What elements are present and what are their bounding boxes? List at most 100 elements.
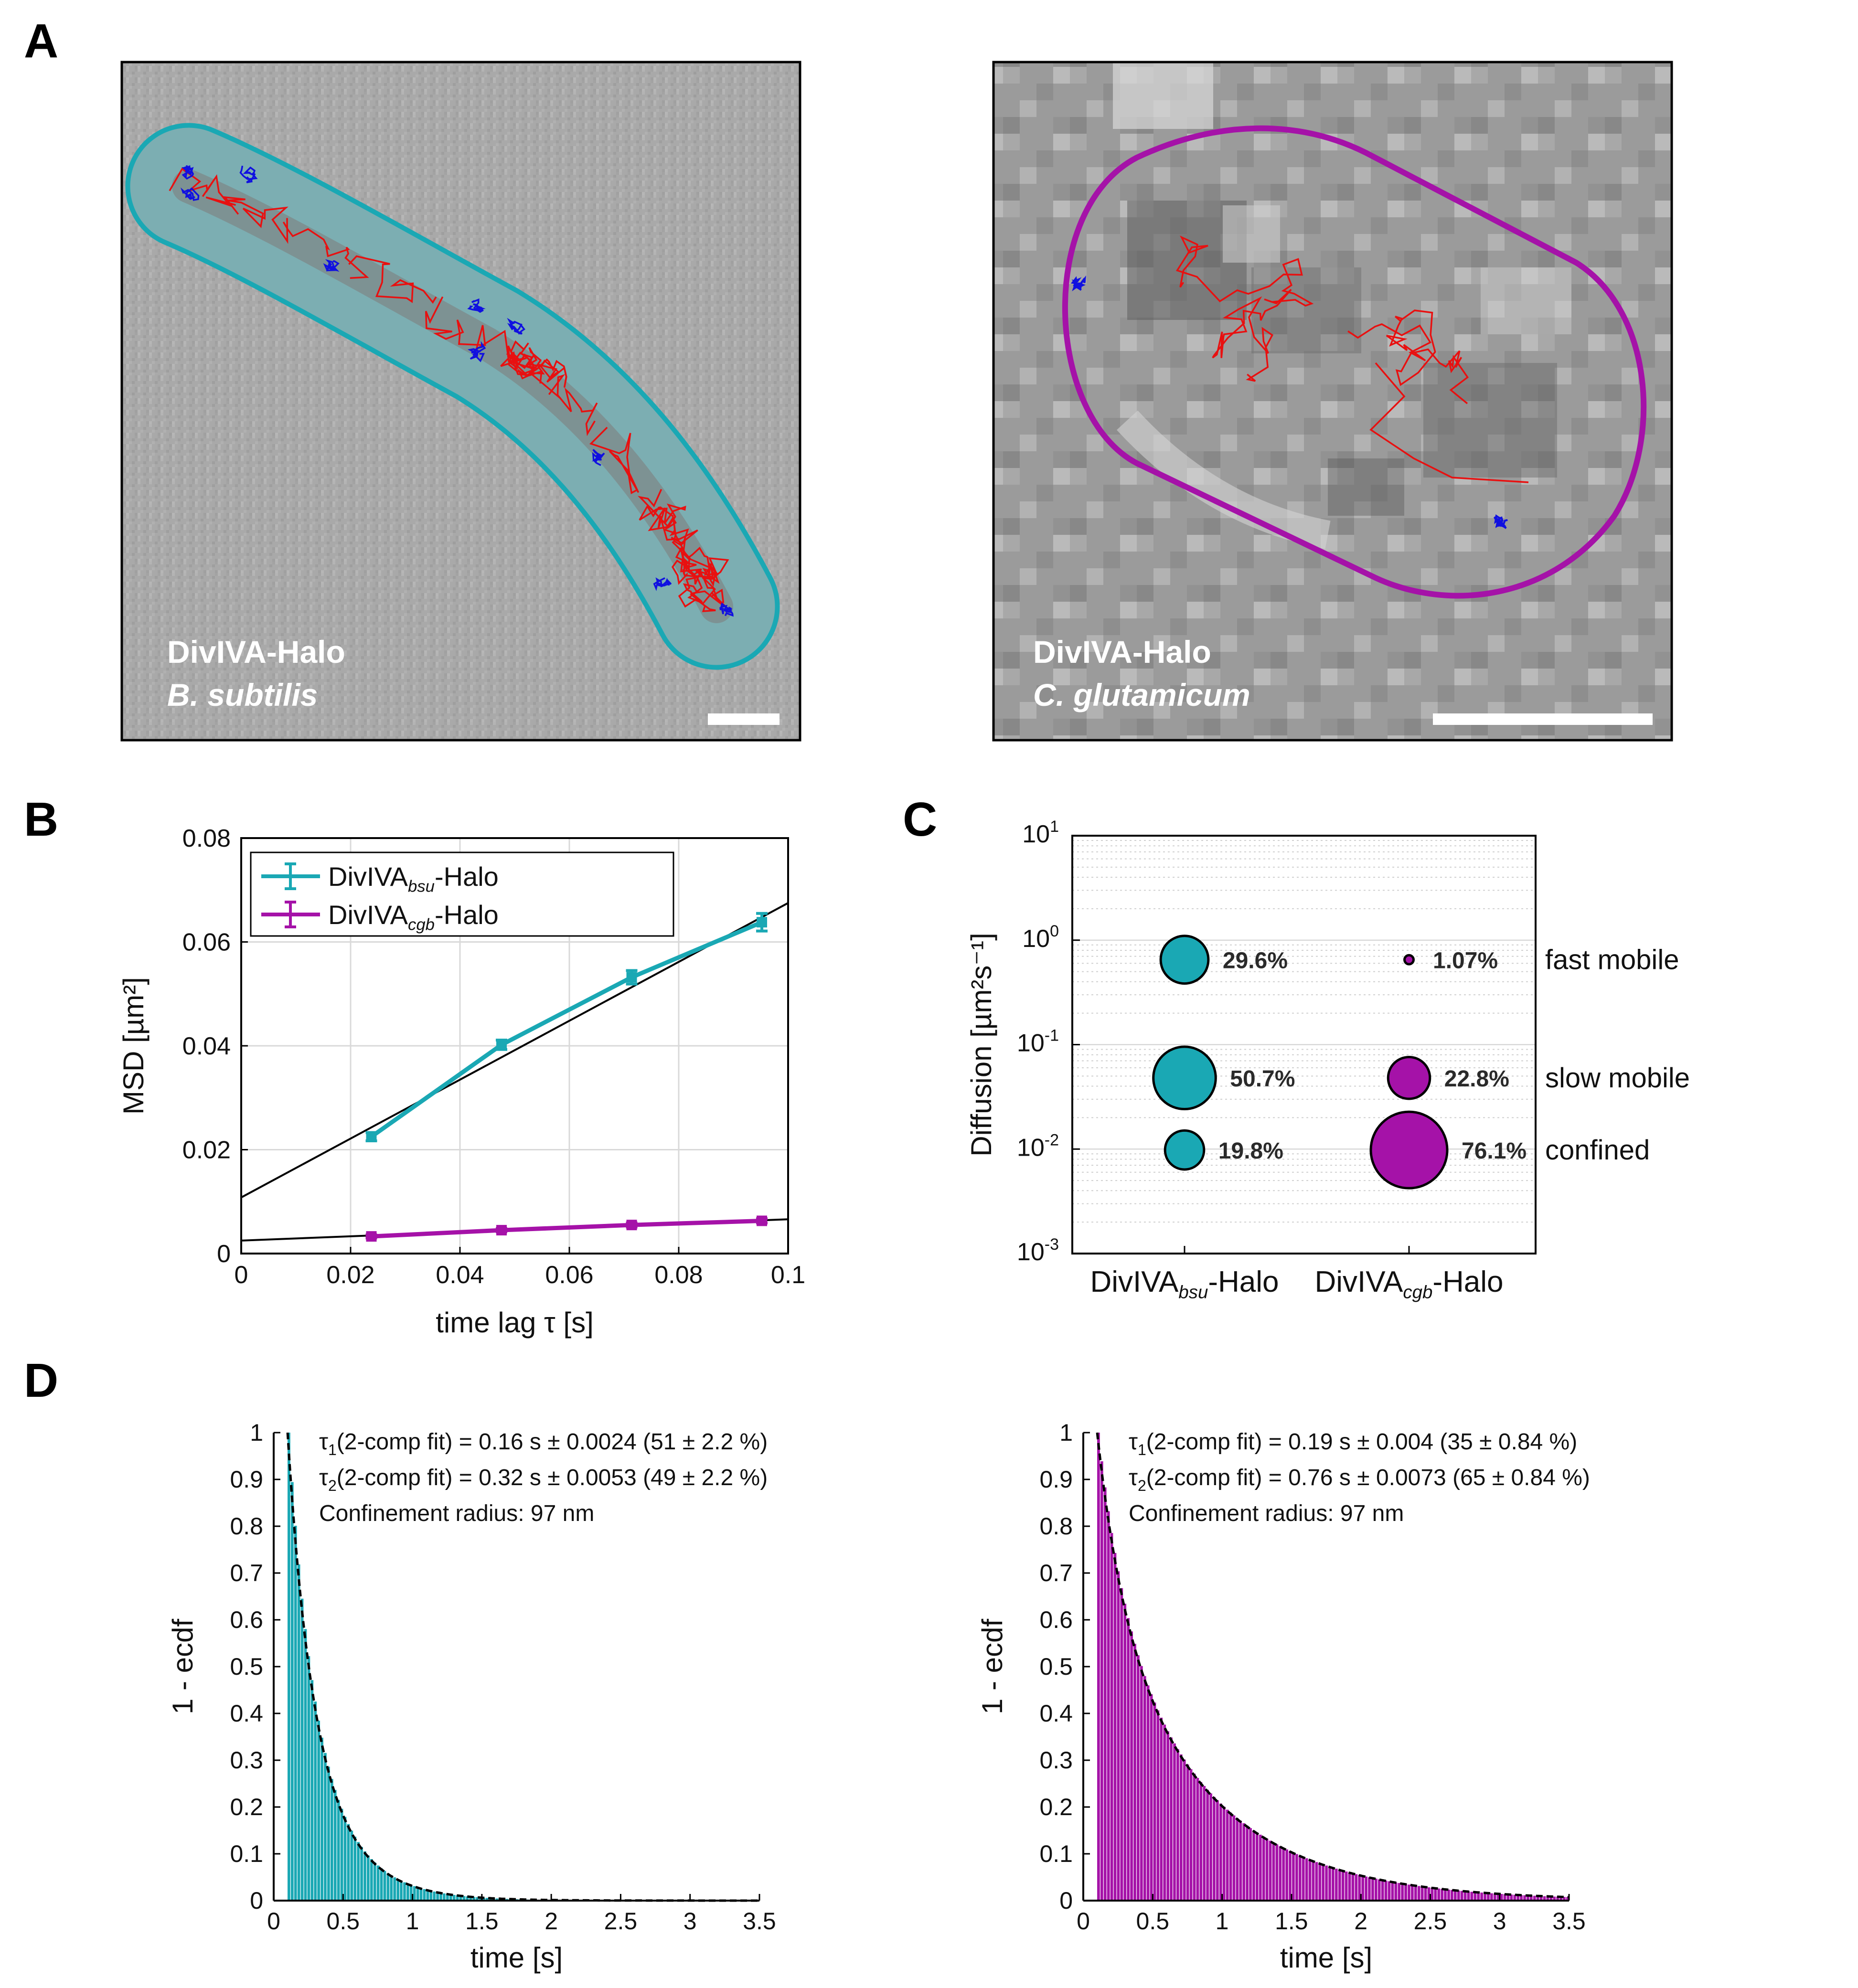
histogram-bar bbox=[327, 1766, 330, 1901]
series-line bbox=[371, 1218, 762, 1239]
track-mobile bbox=[1175, 235, 1314, 382]
x-tick-label: 0 bbox=[267, 1908, 280, 1935]
histogram-bar bbox=[1189, 1769, 1193, 1901]
micrograph-cglutamicum: DivIVA-Halo C. glutamicum bbox=[992, 61, 1673, 742]
micrograph-bsubtilis: DivIVA-Halo B. subtilis bbox=[120, 61, 801, 742]
track-mobile bbox=[1347, 309, 1469, 404]
track-mobile bbox=[639, 503, 689, 553]
bubble bbox=[1159, 935, 1210, 985]
tick-base: 10 bbox=[1017, 1134, 1045, 1161]
histogram-bar bbox=[320, 1737, 323, 1901]
histogram-bar bbox=[423, 1889, 426, 1901]
data-point bbox=[626, 1220, 637, 1231]
bubble bbox=[1369, 1110, 1449, 1190]
y-tick-label: 101 bbox=[1022, 818, 1059, 848]
histogram-bar bbox=[495, 1898, 499, 1901]
x-tick-label: 0.06 bbox=[545, 1261, 593, 1289]
series-line bbox=[370, 920, 763, 1138]
x-tick-label: 3.5 bbox=[1552, 1908, 1586, 1935]
y-axis-title: Diffusion [µm²s⁻¹] bbox=[965, 933, 997, 1157]
histogram-bar bbox=[1292, 1852, 1295, 1901]
histogram-bar bbox=[1305, 1858, 1308, 1901]
histogram-bar bbox=[1246, 1826, 1249, 1901]
scale-bar bbox=[1433, 713, 1653, 725]
y-tick-label: 0 bbox=[1059, 1887, 1073, 1914]
protein-label-bsubtilis: DivIVA-Halo bbox=[167, 634, 345, 670]
histogram-bar bbox=[1484, 1892, 1486, 1901]
histogram-bar bbox=[1312, 1860, 1315, 1901]
histogram-bar bbox=[1549, 1896, 1553, 1901]
histogram-bar bbox=[1431, 1888, 1434, 1901]
histogram-bar bbox=[429, 1891, 433, 1901]
histogram-bar bbox=[294, 1525, 297, 1901]
y-axis-title: MSD [µm²] bbox=[117, 977, 149, 1115]
x-tick-label: 2.5 bbox=[1414, 1908, 1447, 1935]
histogram-bar bbox=[304, 1629, 307, 1901]
y-tick-label: 0.1 bbox=[1039, 1840, 1073, 1867]
histogram-bar bbox=[324, 1753, 327, 1901]
x-category-label: DivIVAcgb-Halo bbox=[1314, 1265, 1503, 1303]
track-mobile bbox=[506, 340, 542, 377]
y-tick-label: 10-1 bbox=[1017, 1027, 1059, 1057]
y-tick-label: 10-3 bbox=[1017, 1235, 1059, 1266]
y-tick-label: 100 bbox=[1022, 922, 1059, 953]
histogram-bar bbox=[1444, 1889, 1447, 1901]
histogram-bar bbox=[1543, 1896, 1546, 1901]
histogram-bar bbox=[1179, 1754, 1183, 1901]
histogram-bar bbox=[476, 1897, 479, 1901]
histogram-bar bbox=[452, 1895, 456, 1901]
histogram-bar bbox=[1556, 1896, 1559, 1901]
x-tick-label: 2.5 bbox=[604, 1908, 638, 1935]
fit-annotation: τ1(2-comp fit) = 0.19 s ± 0.004 (35 ± 0.… bbox=[1129, 1429, 1577, 1458]
histogram-bar bbox=[1298, 1855, 1302, 1901]
histogram-bar bbox=[1173, 1743, 1176, 1901]
histogram-bar bbox=[1404, 1884, 1407, 1901]
label-suffix: -Halo bbox=[1208, 1265, 1279, 1298]
histogram-bar bbox=[1365, 1876, 1367, 1901]
histogram-bar bbox=[446, 1894, 449, 1901]
y-tick-label: 0.02 bbox=[182, 1137, 231, 1164]
histogram-bar bbox=[1434, 1888, 1437, 1901]
histogram-bar bbox=[330, 1779, 333, 1901]
histogram-bar bbox=[1256, 1832, 1259, 1901]
y-tick-label: 0 bbox=[217, 1240, 231, 1268]
dwell-time-chart-cgb: 0 0.5 1 1.5 2 2.5 3 3.5 0 0.1 0.2 0.3 0.4 0.5 0.6 0.7 0.… bbox=[976, 1419, 1590, 1974]
histogram-bar bbox=[1506, 1894, 1510, 1901]
histogram-bar bbox=[466, 1896, 469, 1901]
panel-label-d: D bbox=[24, 1354, 58, 1407]
histogram-bar bbox=[1140, 1666, 1143, 1901]
histogram-bar bbox=[386, 1873, 390, 1901]
y-tick-label: 0.2 bbox=[230, 1794, 263, 1820]
track-confined bbox=[181, 165, 194, 180]
histogram-bar bbox=[1530, 1895, 1533, 1901]
data-point bbox=[757, 1215, 768, 1226]
histogram-bar bbox=[1153, 1702, 1156, 1901]
histogram-bar bbox=[1371, 1878, 1374, 1901]
histogram-bar bbox=[1146, 1685, 1150, 1901]
axes-frame bbox=[1071, 835, 1537, 1254]
histogram-bar bbox=[1120, 1588, 1123, 1901]
y-tick-label: 1 bbox=[1059, 1419, 1073, 1446]
x-axis-title: time [s] bbox=[470, 1942, 563, 1974]
histogram-bar bbox=[406, 1883, 409, 1901]
histogram-bar bbox=[1536, 1896, 1539, 1901]
histogram-bar bbox=[1285, 1849, 1288, 1901]
y-axis-title: 1 - ecdf bbox=[976, 1619, 1008, 1714]
cell-outline-cglutamicum bbox=[1062, 125, 1646, 599]
annotation-subscript: 2 bbox=[328, 1477, 337, 1494]
histogram-bar bbox=[1391, 1882, 1394, 1901]
histogram-bar bbox=[449, 1894, 452, 1901]
y-tick-label: 0.5 bbox=[230, 1653, 263, 1680]
histogram-bar bbox=[347, 1824, 350, 1901]
histogram-bar bbox=[1477, 1892, 1480, 1901]
histogram-bar bbox=[1437, 1888, 1441, 1901]
y-tick-label: 0.4 bbox=[230, 1700, 263, 1727]
histogram-bar bbox=[1553, 1896, 1556, 1901]
annotation-text: Confinement radius: 97 nm bbox=[319, 1501, 594, 1526]
legend-label: DivIVAcgb-Halo bbox=[328, 900, 499, 934]
histogram-bar bbox=[1338, 1870, 1341, 1901]
x-tick-label: 3 bbox=[1493, 1908, 1506, 1935]
tick-exponent: 0 bbox=[1050, 922, 1059, 940]
histogram-bar bbox=[436, 1892, 439, 1901]
